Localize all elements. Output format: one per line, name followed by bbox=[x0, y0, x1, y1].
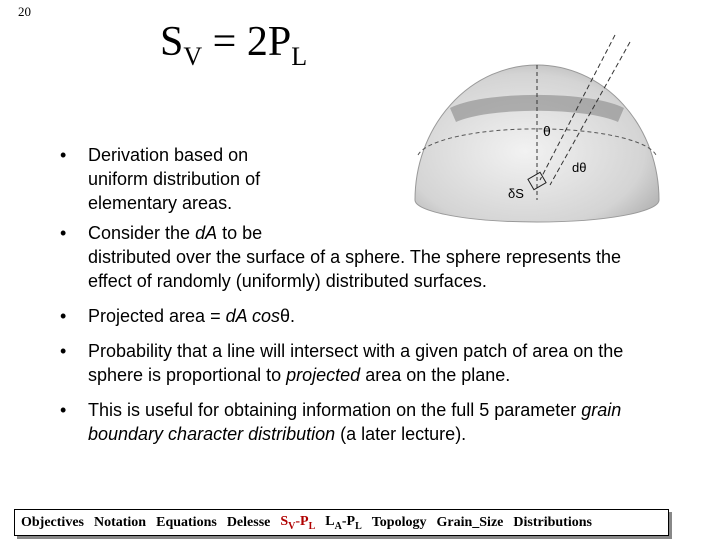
bullet-list: Derivation based on uniform distribution… bbox=[58, 143, 668, 457]
nav-subscript: L bbox=[308, 520, 316, 532]
nav-bar: Objectives Notation Equations Delesse SV… bbox=[14, 509, 669, 536]
nav-text: S bbox=[280, 513, 289, 529]
bullet-italic: projected bbox=[286, 365, 361, 385]
title-text: = 2P bbox=[202, 19, 292, 65]
page-number: 20 bbox=[18, 4, 31, 19]
bullet: Probability that a line will intersect w… bbox=[58, 339, 668, 387]
bullet-text: Projected area = bbox=[88, 306, 226, 326]
bullet-italic: dA bbox=[195, 223, 218, 243]
bullet-text: This is useful for obtaining information… bbox=[88, 400, 582, 420]
bullet-italic: grain boundary character distribution bbox=[88, 400, 622, 444]
bullet-text: (a later lecture). bbox=[335, 424, 467, 444]
nav-link[interactable]: Topology bbox=[371, 514, 427, 530]
nav-link[interactable]: Grain_Size bbox=[436, 514, 504, 530]
bullet: This is useful for obtaining information… bbox=[58, 398, 668, 446]
nav-link[interactable]: Distributions bbox=[513, 514, 592, 530]
patch bbox=[527, 171, 547, 191]
title-subscript: V bbox=[183, 42, 203, 71]
ray bbox=[539, 34, 616, 181]
bullet-text: Probability that a line will intersect w… bbox=[88, 341, 624, 385]
nav-text: -P bbox=[295, 513, 309, 529]
bullet: Derivation based on uniform distribution… bbox=[58, 143, 278, 215]
ds-label: δS bbox=[508, 186, 524, 201]
ray bbox=[549, 41, 631, 186]
bullet-text: . bbox=[289, 306, 295, 326]
nav-subscript: A bbox=[334, 520, 342, 532]
equator bbox=[417, 128, 657, 156]
bullet-text: distributed over the surface of a sphere… bbox=[88, 247, 621, 291]
nav-link[interactable]: SV-PL bbox=[280, 514, 315, 532]
nav-subscript: V bbox=[288, 520, 296, 532]
title-text: S bbox=[160, 19, 184, 65]
nav-text: -P bbox=[341, 513, 356, 529]
bullet-symbol: θ bbox=[279, 306, 290, 326]
bullet-text: to be bbox=[217, 223, 263, 243]
bullet-text: area on the plane. bbox=[360, 365, 511, 385]
bullet-text: Consider the bbox=[88, 223, 196, 243]
nav-subscript: L bbox=[355, 520, 362, 532]
title: SV = 2PL bbox=[160, 18, 307, 72]
theta-label: θ bbox=[543, 123, 551, 139]
title-subscript: L bbox=[291, 42, 308, 71]
dtheta-label: dθ bbox=[572, 160, 586, 175]
nav-link[interactable]: Objectives bbox=[21, 514, 84, 530]
bullet-italic: dA cos bbox=[225, 306, 280, 326]
nav-link[interactable]: Delesse bbox=[226, 514, 271, 530]
nav-link[interactable]: LA-PL bbox=[325, 514, 361, 532]
nav-link[interactable]: Notation bbox=[93, 514, 147, 530]
bullet-text: Derivation based on uniform distribution… bbox=[88, 145, 261, 213]
bullet: Consider the dA to be distributed over th… bbox=[58, 221, 668, 293]
nav-text: L bbox=[325, 513, 335, 529]
bullet: Projected area = dA cosθ. bbox=[58, 304, 668, 328]
hemisphere-figure: θ dθ δS bbox=[414, 34, 660, 223]
nav-link[interactable]: Equations bbox=[156, 514, 217, 530]
